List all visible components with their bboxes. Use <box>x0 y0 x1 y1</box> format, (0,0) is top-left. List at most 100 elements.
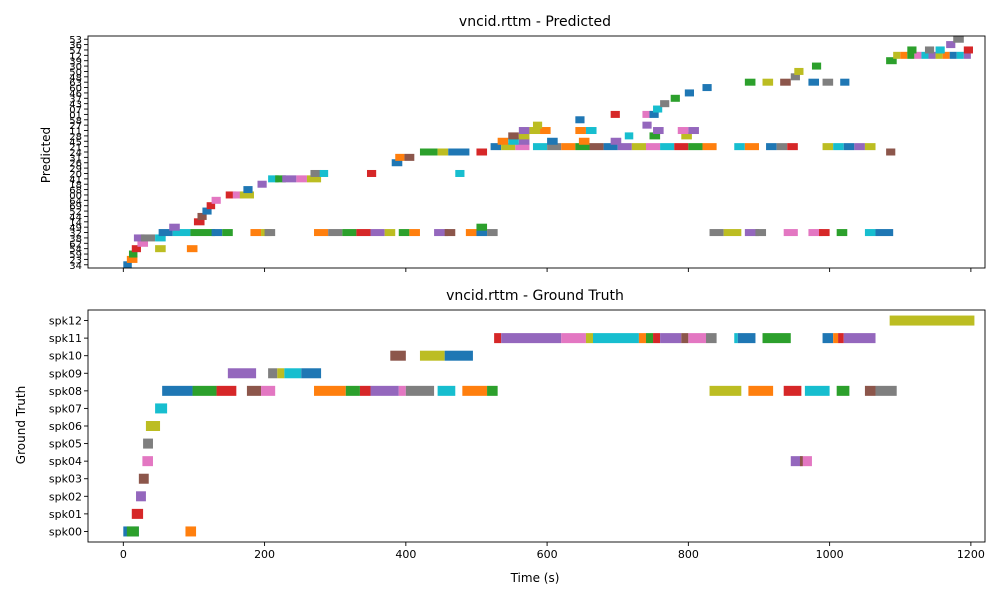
segment-bar <box>155 234 166 242</box>
segment-bar <box>723 229 742 237</box>
segment-bar <box>328 229 343 237</box>
segment-bar <box>843 333 876 344</box>
segment-bar <box>624 132 634 140</box>
segment-bar <box>158 229 173 237</box>
y-tick-label: 20 <box>69 169 82 180</box>
y-tick-label: 31 <box>69 153 82 164</box>
x-tick-label: 1200 <box>957 548 985 561</box>
segment-bar <box>893 51 901 59</box>
segment-bar <box>783 385 802 396</box>
y-tick-label: 34 <box>69 261 82 272</box>
segment-bar <box>268 175 279 183</box>
y-tick-label: 60 <box>69 84 82 95</box>
predicted-y-ticks: 3423595462383249144452696400681841202926… <box>69 35 88 272</box>
y-tick-label: spk02 <box>49 490 82 503</box>
segment-bar <box>444 229 456 237</box>
segment-bar <box>949 51 957 59</box>
segment-bar <box>370 229 385 237</box>
segment-bar <box>935 46 945 54</box>
segment-bar <box>822 143 834 151</box>
segment-bar <box>681 132 692 140</box>
segment-bar <box>709 229 724 237</box>
segment-bar <box>833 143 844 151</box>
segment-bar <box>126 255 138 263</box>
x-tick-label: 0 <box>120 548 127 561</box>
x-tick-label: 400 <box>395 548 416 561</box>
segment-bar <box>755 229 767 237</box>
segment-bar <box>766 143 777 151</box>
segment-bar <box>395 153 405 161</box>
segment-bar <box>142 456 153 467</box>
segment-bar <box>490 143 502 151</box>
y-tick-label: 63 <box>69 78 82 89</box>
y-tick-label: spk07 <box>49 402 82 415</box>
x-tick-label: 1000 <box>816 548 844 561</box>
y-tick-label: 27 <box>69 121 82 132</box>
y-tick-label: 37 <box>69 94 82 105</box>
y-tick-label: 46 <box>69 89 82 100</box>
segment-bar <box>257 180 267 188</box>
ground-truth-x-ticks: 0 200 400 600 800 1000 1200 <box>120 542 985 561</box>
y-tick-label: 49 <box>69 223 82 234</box>
segment-bar <box>684 89 694 97</box>
segment-bar <box>953 35 964 43</box>
y-tick-label: 50 <box>69 67 82 78</box>
segment-bar <box>681 333 689 344</box>
segment-bar <box>744 229 759 237</box>
segment-bar <box>660 333 682 344</box>
segment-bar <box>819 229 830 237</box>
segment-bar <box>670 94 680 102</box>
segment-bar <box>808 229 823 237</box>
segment-bar <box>864 143 876 151</box>
segment-bar <box>264 229 276 237</box>
segment-bar <box>762 78 774 86</box>
segment-bar <box>301 368 322 379</box>
y-tick-label: 45 <box>69 137 82 148</box>
segment-bar <box>437 148 449 156</box>
segment-bar <box>211 229 223 237</box>
segment-bar <box>744 78 756 86</box>
segment-bar <box>404 153 415 161</box>
segment-bar <box>222 229 233 237</box>
segment-bar <box>900 51 908 59</box>
segment-bar <box>575 127 586 135</box>
segment-bar <box>409 229 420 237</box>
segment-bar <box>578 137 590 145</box>
segment-bar <box>645 333 654 344</box>
segment-bar <box>243 186 253 194</box>
y-tick-label: 00 <box>69 191 82 202</box>
segment-bar <box>306 175 322 183</box>
segment-bar <box>494 333 502 344</box>
y-tick-label: 18 <box>69 180 82 191</box>
segment-bar <box>660 100 670 108</box>
segment-bar <box>838 333 844 344</box>
segment-bar <box>547 137 558 145</box>
ground-truth-ylabel: Ground Truth <box>14 386 28 464</box>
y-tick-label: 58 <box>69 116 82 127</box>
segment-bar <box>239 191 254 199</box>
segment-bar <box>126 526 139 537</box>
segment-bar <box>833 333 839 344</box>
segment-bar <box>653 333 661 344</box>
segment-bar <box>370 385 399 396</box>
y-tick-label: spk06 <box>49 420 82 433</box>
segment-bar <box>193 218 205 226</box>
x-tick-label: 200 <box>254 548 275 561</box>
segment-bar <box>593 333 639 344</box>
segment-bar <box>709 385 742 396</box>
segment-bar <box>804 385 830 396</box>
y-tick-label: spk00 <box>49 525 82 538</box>
segment-bar <box>822 78 834 86</box>
segment-bar <box>649 110 659 118</box>
segment-bar <box>462 385 488 396</box>
segment-bar <box>476 148 488 156</box>
x-tick-label: 800 <box>678 548 699 561</box>
segment-bar <box>963 46 973 54</box>
y-tick-label: 36 <box>69 41 82 52</box>
segment-bar <box>886 57 897 65</box>
segment-bar <box>282 175 297 183</box>
y-tick-label: 24 <box>69 148 82 159</box>
segment-bar <box>585 333 593 344</box>
segment-bar <box>310 169 322 177</box>
